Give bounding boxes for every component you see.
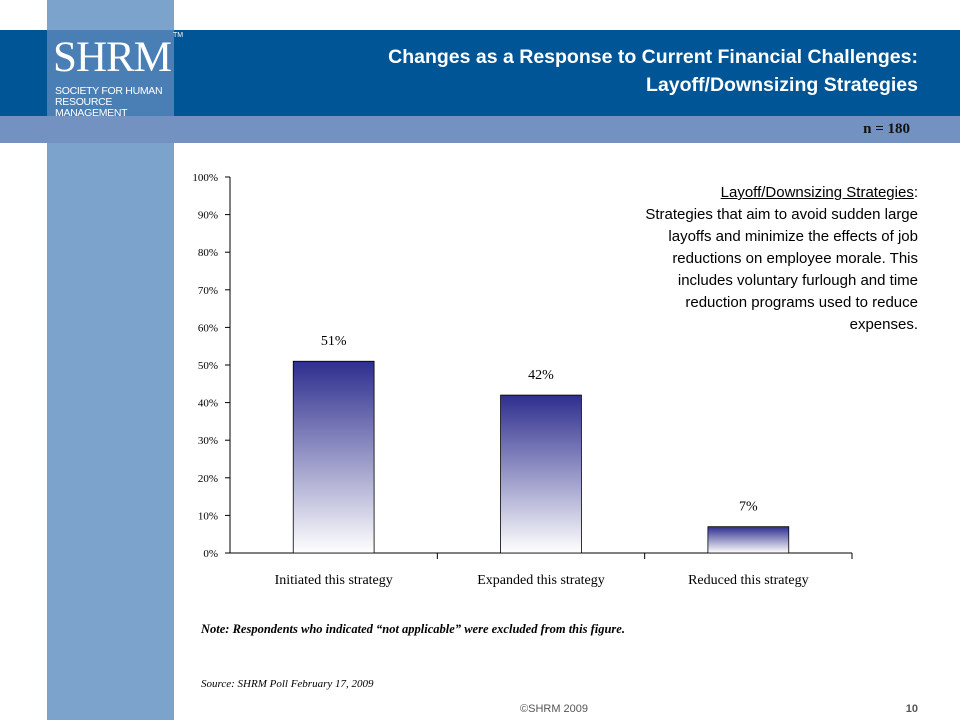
y-tick-label: 10% (198, 510, 218, 522)
y-tick-label: 20% (198, 473, 218, 485)
figure-note: Note: Respondents who indicated “not app… (201, 622, 625, 636)
bar-value-label: 7% (739, 500, 758, 515)
logo-tagline-line1: SOCIETY FOR HUMAN (55, 85, 163, 97)
shrm-logo: SHRM TM SOCIETY FOR HUMAN RESOURCE MANAG… (47, 30, 183, 119)
y-tick-label: 70% (198, 285, 218, 297)
bar-chart: 0% 10% 20% 30% 40% 50% 60% 70% 80% 90% 100% 51% Init… (192, 172, 853, 588)
page-number: 10 (905, 703, 918, 715)
y-tick-label: 0% (203, 548, 218, 560)
logo-background (47, 30, 174, 116)
y-tick-label: 40% (198, 398, 218, 410)
logo-wordmark: SHRM (53, 34, 172, 81)
slide-title-line2: Layoff/Downsizing Strategies (646, 74, 918, 96)
category-label: Expanded this strategy (477, 573, 605, 588)
logo-tagline: SOCIETY FOR HUMAN RESOURCE MANAGEMENT (55, 86, 171, 119)
definition-box: Layoff/Downsizing Strategies: Strategies … (620, 182, 918, 336)
sub-header-bar (0, 116, 960, 143)
bar-value-label: 51% (321, 334, 347, 349)
y-tick-label: 50% (198, 360, 218, 372)
bar-value-label: 42% (528, 368, 554, 383)
footer-copyright: ©SHRM 2009 (520, 703, 589, 715)
slide-title-line1: Changes as a Response to Current Financi… (388, 46, 918, 68)
definition-colon: : (913, 184, 918, 201)
y-tick-label: 100% (192, 172, 218, 184)
bar-1 (292, 360, 375, 554)
slide-title: Changes as a Response to Current Financi… (190, 43, 918, 99)
category-label: Initiated this strategy (275, 573, 393, 588)
definition-text: Strategies that aim to avoid sudden larg… (645, 206, 918, 333)
y-tick-label: 60% (198, 322, 218, 334)
bar-3 (707, 526, 790, 554)
category-label: Reduced this strategy (688, 573, 809, 588)
y-tick-label: 80% (198, 247, 218, 259)
y-tick-label: 30% (198, 435, 218, 447)
figure-source: Source: SHRM Poll February 17, 2009 (201, 678, 374, 690)
definition-term: Layoff/Downsizing Strategies (720, 184, 914, 201)
y-tick-label: 90% (198, 210, 218, 222)
logo-tagline-line2: RESOURCE MANAGEMENT (55, 96, 128, 119)
sample-size: n = 180 (863, 121, 910, 137)
logo-trademark: TM (173, 32, 184, 39)
bar-2 (500, 394, 582, 554)
